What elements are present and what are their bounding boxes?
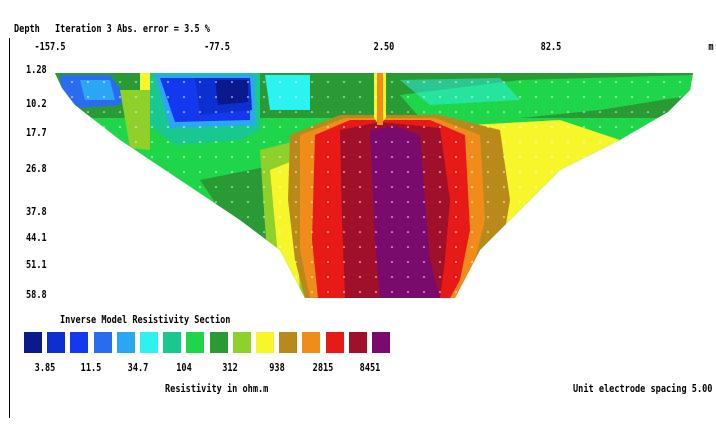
legend-value-label: 2815 (312, 361, 334, 374)
iteration-error-text: Iteration 3 Abs. error = 3.5 % (55, 22, 210, 35)
legend-swatch (325, 332, 344, 353)
legend-value-label: 312 (222, 361, 239, 374)
legend-swatch (163, 332, 182, 353)
legend-swatch (24, 332, 42, 353)
y-tick-label: 44.1 (26, 231, 47, 244)
legend-swatch (232, 332, 251, 353)
legend-swatch (186, 332, 205, 353)
legend-swatch (209, 332, 228, 353)
x-tick-label: 82.5 (540, 40, 562, 53)
legend-value-label: 34.7 (127, 361, 148, 374)
y-tick-label: 51.1 (26, 258, 47, 271)
legend-value-label: 104 (176, 361, 192, 374)
model-block-dots (55, 73, 693, 298)
x-tick-label: -77.5 (204, 40, 230, 53)
resistivity-color-field (55, 73, 693, 298)
legend-swatch (70, 332, 89, 353)
legend-swatch (302, 332, 321, 353)
legend-swatch (116, 332, 135, 353)
y-tick-label: 37.8 (26, 205, 47, 218)
x-axis-unit: m (708, 40, 714, 53)
legend-swatch (93, 332, 112, 353)
y-tick-label: 17.7 (26, 126, 47, 139)
legend-swatch (348, 332, 367, 353)
legend-value-label: 8451 (359, 361, 380, 374)
section-title: Inverse Model Resistivity Section (60, 313, 231, 326)
legend-swatch (372, 332, 390, 353)
y-tick-label: 58.8 (26, 288, 47, 301)
y-tick-label: 10.2 (26, 97, 47, 110)
legend-value-label: 11.5 (80, 361, 102, 374)
plot-frame-left-border (9, 38, 10, 418)
legend-swatch (256, 332, 274, 353)
legend-value-label: 938 (268, 361, 285, 374)
legend-swatch (140, 332, 158, 353)
electrode-spacing-text: Unit electrode spacing 5.00 m (573, 382, 716, 395)
x-tick-label: 2.50 (373, 40, 395, 53)
x-tick-label: -157.5 (34, 40, 66, 53)
y-tick-label: 26.8 (26, 162, 47, 175)
legend-value-label: 3.85 (34, 361, 56, 374)
legend-axis-label: Resistivity in ohm.m (165, 382, 269, 395)
legend-swatch (47, 332, 66, 353)
legend-swatch (279, 332, 298, 353)
y-tick-label: 1.28 (26, 63, 47, 76)
depth-axis-label: Depth (14, 22, 40, 35)
